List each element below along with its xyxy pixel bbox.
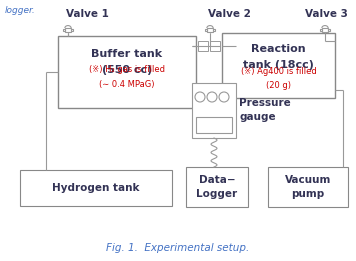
Bar <box>210 41 220 51</box>
Text: Vacuum: Vacuum <box>285 175 331 185</box>
Text: Logger: Logger <box>197 189 237 199</box>
Bar <box>71 29 73 31</box>
Bar <box>213 29 215 31</box>
Text: logger.: logger. <box>5 6 36 15</box>
Bar <box>196 117 232 133</box>
Text: (※) Ag400 is filled: (※) Ag400 is filled <box>241 68 316 76</box>
Bar <box>328 29 330 31</box>
Text: Valve 3: Valve 3 <box>305 9 348 19</box>
Bar <box>63 29 65 31</box>
Bar <box>205 29 207 31</box>
Text: Data−: Data− <box>199 175 235 185</box>
Text: gauge: gauge <box>239 111 276 122</box>
Bar <box>192 83 236 138</box>
Text: Fig. 1.  Experimental setup.: Fig. 1. Experimental setup. <box>106 243 250 253</box>
Bar <box>222 33 335 98</box>
Text: (∼ 0.4 MPaG): (∼ 0.4 MPaG) <box>99 80 155 88</box>
Text: Valve 2: Valve 2 <box>208 9 251 19</box>
Bar <box>322 28 328 32</box>
Bar <box>186 167 248 207</box>
Text: Reaction: Reaction <box>251 44 306 54</box>
Text: Valve 1: Valve 1 <box>66 9 109 19</box>
Bar <box>65 28 71 32</box>
Bar <box>207 28 213 32</box>
Text: Buffer tank: Buffer tank <box>91 49 163 59</box>
Bar <box>268 167 348 207</box>
Bar <box>320 29 322 31</box>
Bar <box>58 36 196 108</box>
Text: pump: pump <box>291 189 325 199</box>
Text: tank (18cc): tank (18cc) <box>243 60 314 70</box>
Text: (20 g): (20 g) <box>266 81 291 91</box>
Text: Hydrogen tank: Hydrogen tank <box>52 183 140 193</box>
Text: Pressure: Pressure <box>239 98 291 108</box>
Bar <box>20 170 172 206</box>
Text: (※) H₂ gas is filled: (※) H₂ gas is filled <box>89 66 165 74</box>
Bar <box>198 41 208 51</box>
Text: (550 cc): (550 cc) <box>102 65 152 75</box>
